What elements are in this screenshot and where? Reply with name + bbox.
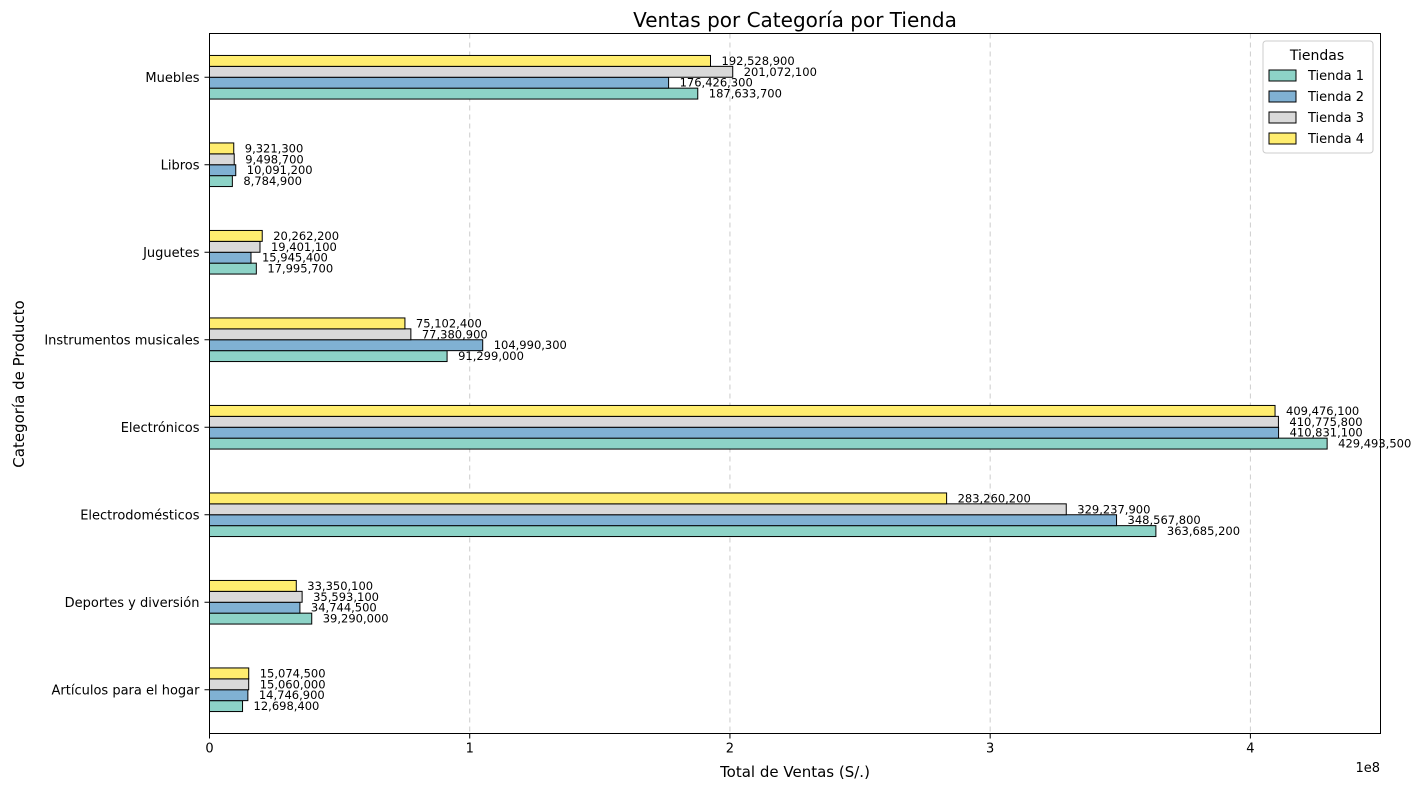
bar-value-label: 15,074,500 bbox=[260, 666, 326, 680]
legend: Tiendas Tienda 1 Tienda 2 Tienda 3 Tienda 4 bbox=[1262, 40, 1374, 154]
bar bbox=[209, 350, 448, 363]
bar bbox=[209, 328, 412, 341]
bar-value-label: 15,945,400 bbox=[262, 251, 328, 265]
x-axis-offset-label: 1e8 bbox=[1355, 761, 1380, 776]
y-tick-label: Instrumentos musicales bbox=[44, 333, 199, 348]
bar bbox=[209, 437, 1328, 450]
bar-value-label: 12,698,400 bbox=[254, 699, 320, 713]
y-axis-ticks: Artículos para el hogar Deportes y divers… bbox=[44, 71, 210, 698]
bar-value-label: 409,476,100 bbox=[1286, 404, 1359, 418]
legend-swatch bbox=[1268, 132, 1297, 145]
legend-label: Tienda 4 bbox=[1307, 132, 1364, 147]
bar bbox=[209, 492, 948, 505]
x-tick-label: 1 bbox=[466, 742, 474, 757]
bar-value-label: 10,091,200 bbox=[247, 163, 313, 177]
bar bbox=[209, 700, 244, 713]
bar-value-label: 410,775,800 bbox=[1289, 415, 1362, 429]
bar-value-label: 176,426,300 bbox=[680, 76, 753, 90]
bar-value-label: 20,262,200 bbox=[273, 229, 339, 243]
bar bbox=[209, 404, 1276, 417]
x-tick-label: 3 bbox=[986, 742, 994, 757]
bar bbox=[209, 229, 263, 242]
bar-value-label: 91,299,000 bbox=[458, 349, 524, 363]
y-tick-label: Electrónicos bbox=[121, 421, 200, 436]
bar bbox=[209, 601, 301, 614]
bar bbox=[209, 612, 313, 625]
legend-title: Tiendas bbox=[1289, 48, 1344, 64]
bar bbox=[209, 142, 235, 155]
bar bbox=[209, 164, 237, 177]
y-tick-label: Electrodomésticos bbox=[80, 508, 200, 523]
y-tick-label: Artículos para el hogar bbox=[52, 683, 201, 698]
bar-value-label: 9,321,300 bbox=[245, 141, 304, 155]
y-axis-title: Categoría de Producto bbox=[10, 300, 28, 467]
bar bbox=[209, 175, 233, 188]
bar-value-label: 363,685,200 bbox=[1167, 524, 1240, 538]
x-axis-ticks: 0 1 2 3 4 bbox=[205, 733, 1255, 757]
bar bbox=[209, 339, 484, 352]
bar bbox=[209, 54, 712, 67]
x-axis-title: Total de Ventas (S/.) bbox=[719, 763, 870, 781]
bar-value-label: 283,260,200 bbox=[958, 491, 1031, 505]
legend-label: Tienda 3 bbox=[1307, 111, 1364, 126]
bar bbox=[209, 415, 1279, 428]
legend-swatch bbox=[1268, 69, 1297, 82]
bar-value-label: 39,290,000 bbox=[323, 612, 389, 626]
bar bbox=[209, 426, 1280, 439]
legend-label: Tienda 1 bbox=[1307, 69, 1364, 84]
y-tick-label: Deportes y diversión bbox=[65, 596, 200, 611]
bar-value-label: 34,744,500 bbox=[311, 601, 377, 615]
bar bbox=[209, 65, 734, 78]
x-tick-label: 4 bbox=[1246, 742, 1254, 757]
plot-frame bbox=[209, 33, 1381, 734]
bar bbox=[209, 667, 250, 680]
bar bbox=[209, 317, 406, 330]
bar bbox=[209, 514, 1118, 527]
bar-value-label: 77,380,900 bbox=[422, 327, 488, 341]
bar-value-label: 201,072,100 bbox=[744, 65, 817, 79]
bar bbox=[209, 579, 297, 592]
y-tick-label: Muebles bbox=[145, 71, 199, 86]
legend-swatch bbox=[1268, 111, 1297, 124]
bar bbox=[209, 87, 699, 100]
bar-value-label: 187,633,700 bbox=[709, 87, 782, 101]
bar-value-label: 329,237,900 bbox=[1077, 502, 1150, 516]
bar-value-label: 17,995,700 bbox=[267, 262, 333, 276]
bar-value-label: 410,831,100 bbox=[1290, 426, 1363, 440]
y-tick-label: Libros bbox=[161, 158, 200, 173]
bar bbox=[209, 689, 249, 702]
bar-labels-group: 12,698,400 39,290,000 363,685,200 429,493,5… bbox=[243, 54, 1411, 713]
bar-value-label: 14,746,900 bbox=[259, 688, 325, 702]
bar bbox=[209, 525, 1157, 538]
bar bbox=[209, 153, 235, 166]
x-tick-label: 2 bbox=[726, 742, 734, 757]
bar bbox=[209, 251, 252, 264]
bar-value-label: 348,567,800 bbox=[1128, 513, 1201, 527]
bar-value-label: 15,060,000 bbox=[260, 677, 326, 691]
legend-label: Tienda 2 bbox=[1307, 90, 1364, 105]
bar-value-label: 35,593,100 bbox=[313, 590, 379, 604]
bar-value-label: 19,401,100 bbox=[271, 240, 337, 254]
legend-frame bbox=[1262, 40, 1374, 154]
x-tick-label: 0 bbox=[205, 742, 213, 757]
bar bbox=[209, 76, 670, 89]
bar bbox=[209, 262, 257, 275]
bar-value-label: 8,784,900 bbox=[243, 174, 302, 188]
bar-value-label: 104,990,300 bbox=[494, 338, 567, 352]
bar-value-label: 9,498,700 bbox=[245, 152, 304, 166]
bar-value-label: 429,493,500 bbox=[1338, 437, 1411, 451]
chart-title: Ventas por Categoría por Tienda bbox=[633, 8, 957, 32]
bar-value-label: 33,350,100 bbox=[307, 579, 373, 593]
legend-swatch bbox=[1268, 90, 1297, 103]
y-tick-label: Juguetes bbox=[142, 246, 200, 261]
bar-value-label: 192,528,900 bbox=[722, 54, 795, 68]
bar bbox=[209, 240, 261, 253]
bar bbox=[209, 503, 1067, 516]
bar-value-label: 75,102,400 bbox=[416, 316, 482, 330]
bar bbox=[209, 678, 250, 691]
x-gridlines bbox=[209, 33, 1251, 734]
bar bbox=[209, 590, 303, 603]
